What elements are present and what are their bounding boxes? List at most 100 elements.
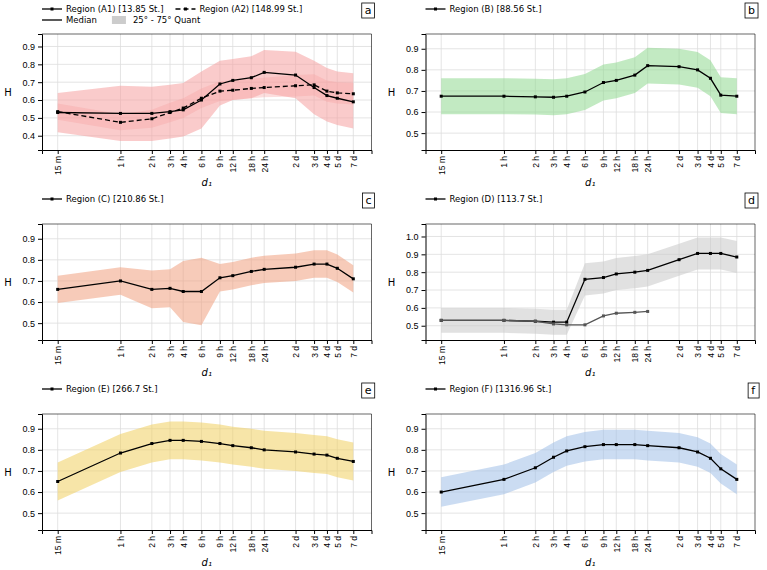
y-axis-line xyxy=(38,415,43,531)
x-tick-label: 4 d xyxy=(322,346,332,358)
x-tick-label: 6 h xyxy=(580,156,590,168)
grid-line-x xyxy=(326,224,327,340)
x-tick-label: 12 h xyxy=(612,346,622,363)
point-marker xyxy=(615,272,618,275)
x-tick: 2 h xyxy=(147,150,157,168)
point-marker xyxy=(552,322,555,325)
x-tick-label: 4 d xyxy=(706,346,716,358)
y-tick: 0.9 xyxy=(406,250,426,260)
point-marker xyxy=(231,79,234,82)
point-marker xyxy=(602,276,605,279)
point-marker xyxy=(719,94,722,97)
x-tick-mark xyxy=(679,340,680,344)
point-marker xyxy=(119,112,122,115)
x-tick-label: 1 h xyxy=(499,156,509,168)
point-marker xyxy=(169,439,172,442)
x-tick: 5 d xyxy=(716,340,726,358)
plot-frame xyxy=(755,414,756,530)
x-tick-label: 24 h xyxy=(260,536,270,553)
panel-label-box xyxy=(745,193,758,208)
point-marker xyxy=(735,95,738,98)
y-tick-label: 0.9 xyxy=(406,250,419,260)
x-tick-mark xyxy=(504,150,505,154)
x-tick: 24 h xyxy=(643,340,653,363)
y-axis: 0.50.60.70.80.9 xyxy=(406,35,426,151)
x-tick-label: 3 d xyxy=(310,346,320,358)
point-marker xyxy=(633,443,636,446)
point-marker xyxy=(352,277,355,280)
point-marker xyxy=(150,112,153,115)
x-tick-mark xyxy=(327,340,328,344)
x-tick-label: 3 h xyxy=(549,536,559,548)
y-tick-label: 0.5 xyxy=(22,319,35,329)
x-tick: 4 d xyxy=(706,530,716,548)
x-tick: 15 m xyxy=(53,150,63,175)
x-tick: 7 d xyxy=(349,530,359,548)
grid-line-x xyxy=(441,414,442,530)
legend: Region (C) [210.86 St.] xyxy=(42,194,164,204)
point-marker xyxy=(602,314,605,317)
y-tick-mark xyxy=(38,64,42,65)
y-tick-label: 0.9 xyxy=(406,424,419,434)
x-tick-label: 2 d xyxy=(291,536,301,548)
point-marker xyxy=(263,86,266,89)
x-tick-mark xyxy=(535,150,536,154)
y-tick-mark xyxy=(422,272,426,273)
y-tick-label: 0.8 xyxy=(22,445,35,455)
y-tick: 0.6 xyxy=(22,297,42,307)
y-tick: 0.4 xyxy=(22,131,42,141)
grid-line-x xyxy=(120,224,121,340)
x-tick-mark xyxy=(251,340,252,344)
point-marker xyxy=(602,443,605,446)
y-tick-label: 0.4 xyxy=(22,131,35,141)
grid xyxy=(42,224,372,340)
grid-line-y xyxy=(42,46,372,47)
panel: 15 m1 h2 h3 h4 h6 h9 h12 h18 h24 h2 d3 d… xyxy=(388,383,759,568)
point-marker xyxy=(534,95,537,98)
point-marker xyxy=(633,311,636,314)
legend-label: Region (E) [266.7 St.] xyxy=(66,384,158,394)
panel-label-box xyxy=(362,193,374,208)
legend-item: Region (F) [1316.96 St.] xyxy=(426,384,552,394)
x-tick: 3 h xyxy=(549,530,559,548)
plot-area xyxy=(440,48,739,115)
legend: Region (D) [113.7 St.] xyxy=(426,194,543,204)
x-tick-label: 3 h xyxy=(166,346,176,358)
x-tick: 24 h xyxy=(260,530,270,553)
panel-label-box xyxy=(362,3,375,18)
x-axis-line xyxy=(43,151,373,155)
y-tick: 0.5 xyxy=(406,129,426,139)
x-tick-mark xyxy=(337,340,338,344)
grid-line-x xyxy=(697,34,698,150)
point-marker xyxy=(56,480,59,483)
x-tick: 5 d xyxy=(333,340,343,358)
y-tick-mark xyxy=(422,91,426,92)
panel-label: d xyxy=(745,193,758,208)
x-tick-label: 2 d xyxy=(291,346,301,358)
legend-item: Region (D) [113.7 St.] xyxy=(426,194,543,204)
point-marker xyxy=(294,74,297,77)
x-tick-mark xyxy=(648,150,649,154)
x-tick-mark xyxy=(710,340,711,344)
y-tick-mark xyxy=(38,513,42,514)
x-tick-label: 5 d xyxy=(333,156,343,168)
point-marker xyxy=(534,466,537,469)
plot-frame xyxy=(371,414,372,530)
legend-label: Median xyxy=(66,15,97,25)
y-tick-mark xyxy=(38,239,42,240)
point-marker xyxy=(336,97,339,100)
point-marker xyxy=(218,82,221,85)
grid-line-x xyxy=(295,414,296,530)
y-tick-label: 0.5 xyxy=(406,129,419,139)
x-tick: 5 d xyxy=(716,150,726,168)
x-tick: 5 d xyxy=(333,150,343,168)
y-tick-mark xyxy=(38,260,42,261)
x-tick-mark xyxy=(567,150,568,154)
panel-label-text: a xyxy=(365,4,372,17)
x-tick-mark xyxy=(603,340,604,344)
x-tick-mark xyxy=(201,340,202,344)
x-tick: 5 d xyxy=(333,530,343,548)
legend-item: Region (B) [88.56 St.] xyxy=(426,4,542,14)
y-tick-label: 0.5 xyxy=(22,509,35,519)
x-tick-label: 18 h xyxy=(630,536,640,553)
